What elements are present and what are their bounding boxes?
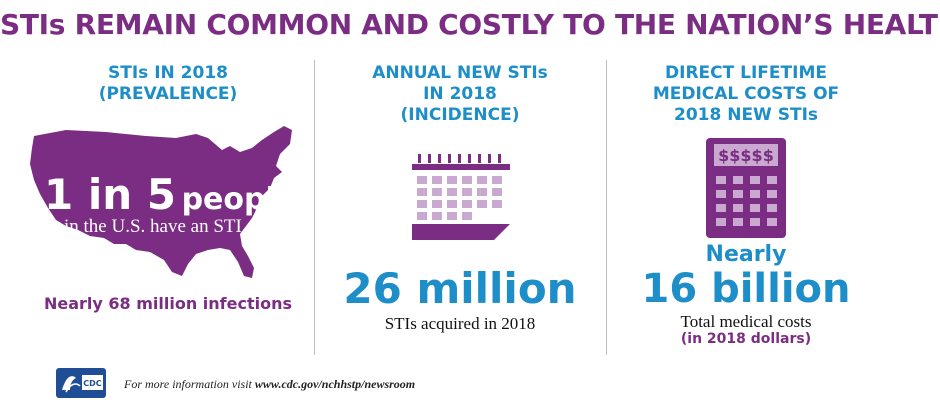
us-map-icon [30,126,292,278]
column-divider [606,60,607,355]
prevalence-heading: STIs IN 2018 (PREVALENCE) [98,63,238,104]
incidence-heading: ANNUAL NEW STIs IN 2018 (INCIDENCE) [372,63,548,125]
column-divider [314,60,315,355]
prevalence-infections: Nearly 68 million infections [43,294,293,313]
prevalence-subtext: in the U.S. have an STI [64,216,242,237]
incidence-metric: 26 million [343,264,577,313]
costs-note: (in 2018 dollars) [680,331,812,347]
cdc-logo-text: CDC [83,379,102,388]
calculator-icon: $$$$$ [706,138,786,238]
prevalence-big-stat: 1 in 5 people [44,170,296,219]
costs-prefix: Nearly [705,242,787,267]
calendar-icon [412,154,510,240]
footer-link[interactable]: www.cdc.gov/nchhstp/newsroom [254,377,416,391]
prevalence-big-word: people [181,182,297,217]
footer-text: For more information visit www.cdc.gov/n… [124,377,415,392]
costs-heading: DIRECT LIFETIME MEDICAL COSTS OF 2018 NE… [652,63,840,125]
cdc-logo-icon: CDC [56,368,106,398]
calculator-display: $$$$$ [718,146,774,165]
costs-metric: 16 billion [641,266,851,312]
infographic-title: STIs REMAIN COMMON AND COSTLY TO THE NAT… [0,8,940,41]
costs-caption: Total medical costs [680,312,812,331]
prevalence-big-number: 1 in 5 [44,170,176,219]
incidence-caption: STIs acquired in 2018 [384,314,536,333]
footer-prefix: For more information visit [124,377,255,391]
